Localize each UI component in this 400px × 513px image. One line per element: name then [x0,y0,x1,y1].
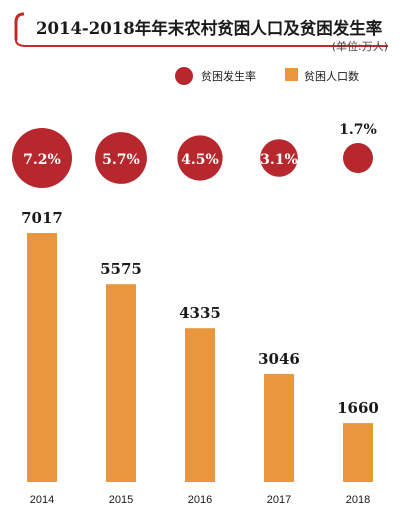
rate-bubble-2017 [260,139,298,177]
rate-label-2018: 1.7% [339,122,377,138]
rate-label-2015: 5.7% [102,152,140,168]
bar-2017 [264,373,294,482]
bar-2016 [185,328,215,482]
x-tick-label-2016: 2016 [188,494,212,506]
bar-value-label-2016: 4335 [179,304,221,322]
rate-bubble-2014 [12,128,72,188]
legend-rate-icon [175,67,193,85]
unit-label: (单位:万人) [332,39,388,53]
rate-label-2016: 4.5% [181,152,219,168]
bar-2018 [343,423,373,482]
rate-bubble-2018 [343,143,373,173]
bar-value-label-2015: 5575 [100,260,142,278]
bar-2014 [27,233,57,482]
rate-label-2014: 7.2% [23,152,61,168]
title-underline [15,39,388,47]
legend-population-icon [285,68,298,81]
rate-label-2017: 3.1% [260,152,298,168]
x-axis-ticks: 2014 2015 2016 2017 2018 [30,494,370,506]
rate-bubble-2015 [95,132,147,184]
bar-2015 [106,284,136,482]
x-tick-label-2015: 2015 [109,494,133,506]
x-tick-label-2017: 2017 [267,494,291,506]
rate-bubbles: 7.2% 5.7% 4.5% 3.1% 1.7% [12,122,377,188]
rate-bubble-2016 [177,135,223,181]
legend-population-label: 贫困人口数 [304,69,359,83]
x-tick-label-2018: 2018 [346,494,370,506]
bar-value-label-2018: 1660 [337,399,379,417]
chart-title: 2014-2018年年末农村贫困人口及贫困发生率 [36,18,382,38]
legend-rate-label: 贫困发生率 [201,69,256,83]
x-tick-label-2014: 2014 [30,494,54,506]
population-value-labels: 7017 5575 4335 3046 1660 [21,209,379,417]
bar-value-label-2014: 7017 [21,209,63,227]
title-bracket [14,12,25,40]
bar-value-label-2017: 3046 [258,350,300,368]
population-bars [27,233,373,482]
